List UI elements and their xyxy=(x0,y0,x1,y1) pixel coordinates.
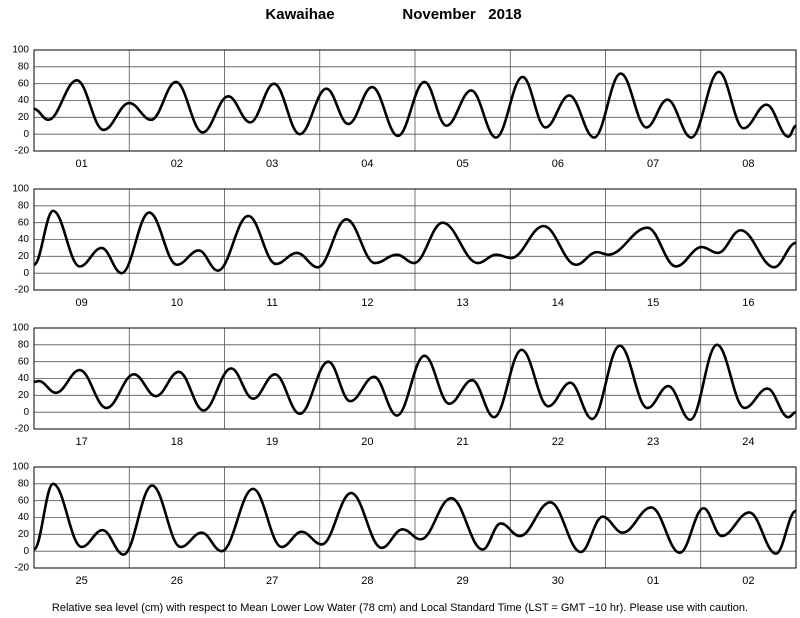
footnote: Relative sea level (cm) with respect to … xyxy=(52,602,748,614)
x-tick-label: 03 xyxy=(266,158,278,170)
x-tick-label: 01 xyxy=(76,158,88,170)
y-tick-label: 80 xyxy=(18,61,30,72)
y-tick-label: 40 xyxy=(18,234,30,245)
y-tick-label: 60 xyxy=(18,217,30,228)
x-tick-label: 27 xyxy=(266,575,278,587)
y-tick-label: 0 xyxy=(23,546,29,557)
x-tick-label: 07 xyxy=(647,158,659,170)
x-tick-label: 02 xyxy=(171,158,183,170)
x-tick-label: 09 xyxy=(76,297,88,309)
plot-frame xyxy=(33,466,797,569)
x-tick-label: 04 xyxy=(361,158,373,170)
x-tick-label: 13 xyxy=(457,297,469,309)
y-tick-label: 100 xyxy=(12,462,29,473)
y-tick-label: 40 xyxy=(18,512,30,523)
y-tick-label: 0 xyxy=(23,407,29,418)
plot-frame xyxy=(33,327,797,430)
x-tick-label: 11 xyxy=(266,297,277,309)
tide-line xyxy=(33,70,797,139)
chart-date: November 2018 xyxy=(402,6,521,23)
y-tick-label: 20 xyxy=(18,251,30,262)
x-tick-label: 16 xyxy=(742,297,754,309)
x-tick-label: 28 xyxy=(361,575,373,587)
x-tick-label: 10 xyxy=(171,297,183,309)
x-tick-label: 17 xyxy=(76,436,88,448)
x-tick-label: 26 xyxy=(171,575,183,587)
x-tick-label: 23 xyxy=(647,436,659,448)
x-tick-label: 18 xyxy=(171,436,183,448)
x-tick-label: 25 xyxy=(76,575,88,587)
x-tick-label: 22 xyxy=(552,436,564,448)
y-tick-label: -20 xyxy=(15,285,30,296)
x-tick-label: 29 xyxy=(457,575,469,587)
y-tick-label: 40 xyxy=(18,95,30,106)
y-tick-label: 80 xyxy=(18,478,30,489)
x-tick-label: 06 xyxy=(552,158,564,170)
y-tick-label: -20 xyxy=(15,563,30,574)
y-tick-label: -20 xyxy=(15,146,30,157)
y-tick-label: 100 xyxy=(12,323,29,334)
x-tick-label: 30 xyxy=(552,575,564,587)
y-tick-label: 20 xyxy=(18,529,30,540)
x-tick-label: 24 xyxy=(742,436,754,448)
x-tick-label: 14 xyxy=(552,297,564,309)
y-tick-label: 60 xyxy=(18,78,30,89)
plot-frame xyxy=(33,49,797,152)
x-tick-label: 15 xyxy=(647,297,659,309)
y-tick-label: 60 xyxy=(18,495,30,506)
tide-line xyxy=(32,482,797,556)
y-tick-label: 80 xyxy=(18,339,30,350)
y-tick-label: -20 xyxy=(15,424,30,435)
y-tick-label: 0 xyxy=(23,268,29,279)
chart-title: Kawaihae xyxy=(265,6,334,23)
x-tick-label: 08 xyxy=(742,158,754,170)
y-tick-label: 60 xyxy=(18,356,30,367)
tide-line xyxy=(33,343,797,422)
x-tick-label: 20 xyxy=(361,436,373,448)
x-tick-label: 12 xyxy=(361,297,373,309)
x-tick-label: 02 xyxy=(742,575,754,587)
y-tick-label: 20 xyxy=(18,112,30,123)
y-tick-label: 100 xyxy=(12,184,29,195)
x-tick-label: 05 xyxy=(457,158,469,170)
y-tick-label: 80 xyxy=(18,200,30,211)
y-tick-label: 0 xyxy=(23,129,29,140)
y-tick-label: 20 xyxy=(18,390,30,401)
plot-frame xyxy=(33,188,797,291)
x-tick-label: 01 xyxy=(647,575,659,587)
x-tick-label: 19 xyxy=(266,436,278,448)
y-tick-label: 100 xyxy=(12,45,29,56)
tide-line xyxy=(32,209,797,275)
x-tick-label: 21 xyxy=(457,436,469,448)
y-tick-label: 40 xyxy=(18,373,30,384)
